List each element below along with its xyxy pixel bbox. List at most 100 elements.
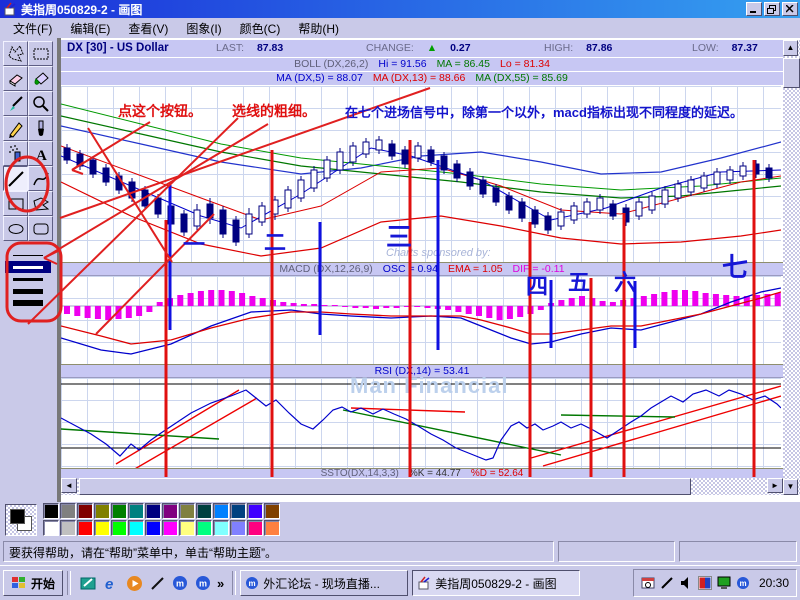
maxthon-2-icon[interactable]: m xyxy=(194,574,212,592)
menu-image[interactable]: 图象(I) xyxy=(186,21,222,36)
minimize-button[interactable] xyxy=(746,2,762,16)
palette-swatch[interactable] xyxy=(111,503,127,519)
thickness-option-2[interactable] xyxy=(5,261,51,273)
windows-logo-icon xyxy=(12,577,25,588)
vertical-scroll-thumb[interactable] xyxy=(783,58,800,88)
maxthon-icon[interactable]: m xyxy=(171,574,189,592)
minimize-icon xyxy=(750,11,756,13)
horizontal-scroll-thumb[interactable] xyxy=(79,478,691,495)
task-button-paint[interactable]: 美指周050829-2 - 画图 xyxy=(412,570,581,596)
restore-button[interactable] xyxy=(764,2,780,16)
palette-swatch[interactable] xyxy=(264,503,280,519)
scroll-down-button[interactable]: ▼ xyxy=(783,479,798,495)
internet-explorer-icon[interactable]: e xyxy=(102,574,120,592)
palette-swatch[interactable] xyxy=(162,503,178,519)
restore-icon xyxy=(767,4,776,14)
scheduler-tray-icon[interactable] xyxy=(641,576,656,591)
palette-swatch[interactable] xyxy=(179,520,195,536)
palette-swatch[interactable] xyxy=(247,520,263,536)
task-button-forum[interactable]: m 外汇论坛 - 现场直播... xyxy=(240,570,409,596)
palette-swatch[interactable] xyxy=(128,503,144,519)
ime-pinyin-tray-icon[interactable] xyxy=(698,576,713,591)
palette-swatch[interactable] xyxy=(94,503,110,519)
palette-swatch[interactable] xyxy=(230,503,246,519)
ime-pen-tray-icon[interactable] xyxy=(660,576,675,591)
palette-swatch[interactable] xyxy=(128,520,144,536)
thickness-option-5[interactable] xyxy=(5,297,51,309)
palette-swatch[interactable] xyxy=(196,520,212,536)
tool-ellipse[interactable] xyxy=(3,216,28,241)
palette-swatch[interactable] xyxy=(179,503,195,519)
palette-swatch[interactable] xyxy=(60,503,76,519)
tool-curve[interactable] xyxy=(28,166,53,191)
thickness-option-1[interactable] xyxy=(5,249,51,261)
palette-swatch[interactable] xyxy=(43,503,59,519)
menu-file[interactable]: 文件(F) xyxy=(13,21,53,36)
palette-swatch[interactable] xyxy=(60,520,76,536)
palette-swatch[interactable] xyxy=(264,520,280,536)
palette-swatch[interactable] xyxy=(196,503,212,519)
tool-airbrush[interactable] xyxy=(3,141,28,166)
tool-text[interactable]: A xyxy=(28,141,53,166)
palette-swatch[interactable] xyxy=(230,520,246,536)
tool-free-form-select[interactable] xyxy=(3,41,28,66)
more-icons-chevron[interactable]: » xyxy=(217,575,225,591)
paint-app-icon xyxy=(2,1,18,17)
start-label: 开始 xyxy=(31,576,56,591)
brush-icon xyxy=(37,120,44,136)
palette-swatch[interactable] xyxy=(77,503,93,519)
tool-line[interactable] xyxy=(3,166,28,191)
tool-select[interactable] xyxy=(28,41,53,66)
show-desktop-icon[interactable] xyxy=(79,574,97,592)
thickness-option-4[interactable] xyxy=(5,285,51,297)
low-value: 87.37 xyxy=(731,42,758,54)
palette-swatch[interactable] xyxy=(43,520,59,536)
media-player-icon[interactable] xyxy=(125,574,143,592)
palette-swatch[interactable] xyxy=(145,503,161,519)
tool-eraser[interactable] xyxy=(3,66,28,91)
palette-swatch[interactable] xyxy=(162,520,178,536)
ma13-value: MA (DX,13) = 88.66 xyxy=(372,72,466,84)
close-button[interactable] xyxy=(782,2,798,16)
palette-swatch[interactable] xyxy=(111,520,127,536)
tool-magnifier[interactable] xyxy=(28,91,53,116)
tool-pencil[interactable] xyxy=(3,116,28,141)
menu-colors[interactable]: 颜色(C) xyxy=(239,21,281,36)
tool-color-picker[interactable] xyxy=(3,91,28,116)
menu-view[interactable]: 查看(V) xyxy=(128,21,169,36)
palette-swatch[interactable] xyxy=(94,520,110,536)
tool-polygon[interactable] xyxy=(28,191,53,216)
watermark-man-financial: Man Financial xyxy=(350,373,509,398)
network-monitor-tray-icon[interactable] xyxy=(717,576,732,591)
last-label: LAST: xyxy=(216,42,245,54)
tool-fill[interactable] xyxy=(28,66,53,91)
tool-brush[interactable] xyxy=(28,116,53,141)
palette-swatch[interactable] xyxy=(247,503,263,519)
maxthon-tray-icon[interactable]: m xyxy=(736,576,751,591)
chart-vertical-scrollbar[interactable]: ▲ ▼ xyxy=(783,40,800,495)
palette-swatch[interactable] xyxy=(145,520,161,536)
tool-rectangle[interactable] xyxy=(3,191,28,216)
palette-swatch[interactable] xyxy=(213,520,229,536)
color-palette-bar xyxy=(0,502,800,538)
start-button[interactable]: 开始 xyxy=(3,570,64,596)
thickness-option-3[interactable] xyxy=(5,273,51,285)
menu-edit[interactable]: 编辑(E) xyxy=(70,21,111,36)
volume-tray-icon[interactable] xyxy=(679,576,694,591)
ma5-value: MA (DX,5) = 88.07 xyxy=(276,72,363,84)
scroll-right-button[interactable]: ► xyxy=(767,478,783,493)
menu-help[interactable]: 帮助(H) xyxy=(298,21,339,36)
watermark-sponsor: Charts sponsored by: xyxy=(386,247,491,259)
scroll-left-button[interactable]: ◄ xyxy=(61,478,77,493)
fill-bucket-icon xyxy=(34,71,49,85)
tool-rounded-rectangle[interactable] xyxy=(28,216,53,241)
palette-swatch[interactable] xyxy=(77,520,93,536)
high-value: 87.86 xyxy=(586,42,613,54)
curve-tool-icon xyxy=(32,172,49,185)
pen-tool-icon[interactable] xyxy=(148,574,166,592)
scroll-up-button[interactable]: ▲ xyxy=(783,40,798,56)
palette-swatch[interactable] xyxy=(213,503,229,519)
line-tool-icon xyxy=(7,170,24,187)
status-panel-3 xyxy=(679,541,797,562)
chart-horizontal-scrollbar[interactable]: ◄ ► xyxy=(61,478,783,495)
